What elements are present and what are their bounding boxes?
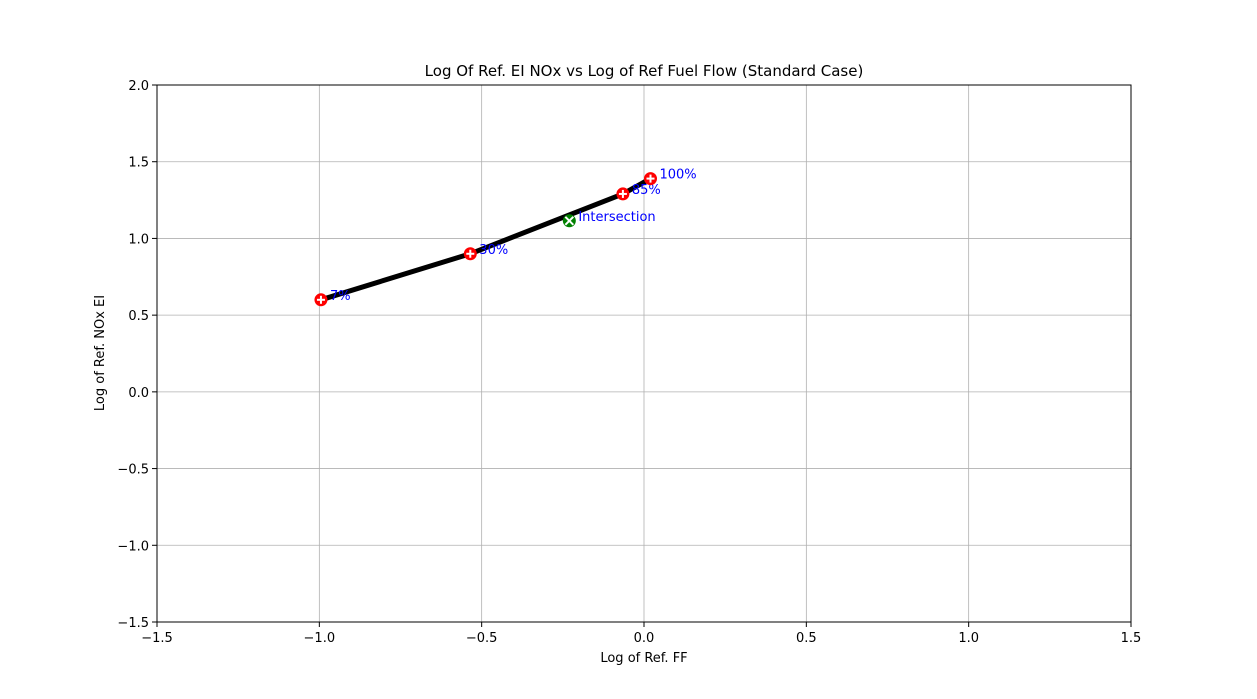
data-point-label: 7% (330, 289, 351, 304)
x-tick-label: −0.5 (466, 631, 498, 646)
data-point-label: 100% (659, 168, 696, 183)
chart-title: Log Of Ref. EI NOx vs Log of Ref Fuel Fl… (425, 62, 864, 80)
plot-marks: 7% 30% 85%100% Intersection (314, 168, 697, 307)
y-axis-label: Log of Ref. NOx EI (93, 295, 108, 411)
x-tick-label: −1.0 (304, 631, 336, 646)
y-tick-label: −0.5 (117, 463, 149, 478)
ticks: −1.5 −1.0 −0.5 0.0 0.5 1.0 1.5 −1.5 −1.0 −0.5 0.0 0… (117, 79, 1141, 646)
x-tick-label: 0.0 (634, 631, 655, 646)
data-point-label: 30% (479, 243, 508, 258)
y-tick-label: 1.5 (128, 156, 149, 171)
x-axis-label: Log of Ref. FF (600, 651, 687, 666)
y-tick-label: 2.0 (128, 79, 149, 94)
x-tick-label: 1.5 (1121, 631, 1142, 646)
y-tick-label: 0.5 (128, 309, 149, 324)
y-tick-label: 0.0 (128, 386, 149, 401)
intersection-x-mark-b (564, 216, 575, 226)
x-tick-label: 0.5 (796, 631, 817, 646)
y-tick-label: −1.0 (117, 539, 149, 554)
x-tick-label: −1.5 (141, 631, 173, 646)
grid (156, 84, 1132, 623)
y-tick-label: −1.5 (117, 616, 149, 631)
data-point-label: 85% (632, 183, 661, 198)
x-tick-label: 1.0 (958, 631, 979, 646)
plot-lines (318, 176, 653, 303)
series-line-segment (467, 191, 626, 257)
plot-frame (156, 84, 1132, 623)
intersection-label: Intersection (578, 210, 655, 225)
series-line-segment (318, 251, 473, 303)
y-tick-label: 1.0 (128, 232, 149, 247)
